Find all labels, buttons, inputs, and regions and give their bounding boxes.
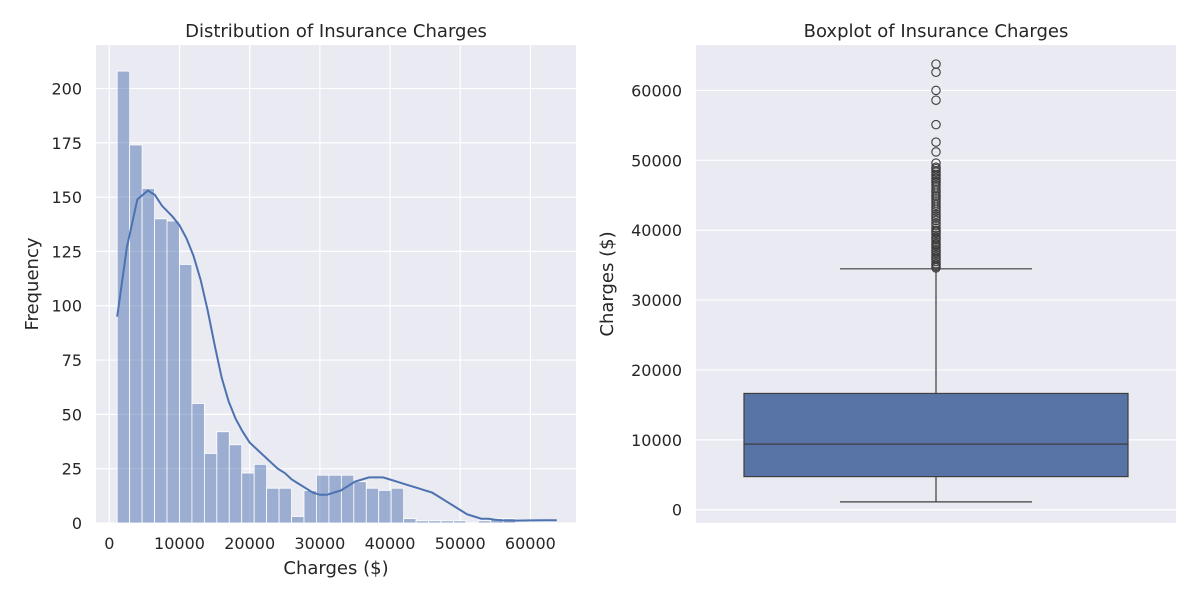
box-iqr <box>743 392 1129 478</box>
histogram-bars <box>116 70 517 524</box>
histogram-bar <box>477 520 492 524</box>
y-tick-label: 0 <box>72 514 82 533</box>
x-tick-label: 50000 <box>435 534 486 553</box>
x-tick-label: 10000 <box>154 534 205 553</box>
x-tick-label: 0 <box>104 534 114 553</box>
histogram-panel: 0 10000 20000 30000 40000 50000 60000 0 25 50 75 1… <box>22 21 576 579</box>
histogram-bar <box>303 490 317 524</box>
y-tick-label: 60000 <box>631 81 682 100</box>
y-tick-label: 75 <box>62 351 82 370</box>
y-tick-label: 50 <box>62 405 82 424</box>
histogram-bar <box>179 264 193 524</box>
x-tick-label: 30000 <box>294 534 345 553</box>
outlier-point <box>931 209 941 219</box>
histogram-bar <box>353 481 367 524</box>
y-tick-label: 30000 <box>631 291 682 310</box>
histogram-bar <box>191 403 205 524</box>
histogram-bar <box>453 520 467 524</box>
histogram-x-axis-label: Charges ($) <box>283 558 388 579</box>
outlier-point <box>931 137 941 147</box>
outlier-point <box>931 158 941 168</box>
y-tick-label: 100 <box>51 297 82 316</box>
histogram-bar <box>278 487 292 524</box>
outlier-point <box>931 95 941 105</box>
outlier-point <box>931 119 941 130</box>
histogram-bar <box>253 463 268 524</box>
y-tick-label: 25 <box>62 460 82 479</box>
histogram-bar <box>203 453 218 524</box>
y-tick-label: 125 <box>51 242 82 261</box>
y-tick-label: 0 <box>672 501 682 520</box>
x-tick-label: 60000 <box>505 534 556 553</box>
outlier-point <box>931 59 941 69</box>
histogram-bar <box>141 187 155 524</box>
histogram-bar <box>378 490 392 524</box>
boxplot-panel: 0 10000 20000 30000 40000 50000 60000 Boxplot … <box>597 21 1176 523</box>
histogram-bar <box>440 520 454 524</box>
histogram-bar <box>365 487 380 524</box>
histogram-bar <box>316 474 330 524</box>
y-tick-label: 40000 <box>631 221 682 240</box>
boxplot-title: Boxplot of Insurance Charges <box>804 21 1069 42</box>
boxplot-y-axis-label: Charges ($) <box>597 231 618 336</box>
histogram-bar <box>266 487 280 524</box>
y-tick-label: 150 <box>51 188 82 207</box>
histogram-bar <box>428 520 442 524</box>
y-tick-label: 10000 <box>631 431 682 450</box>
boxplot-marks <box>743 59 1129 503</box>
histogram-bar <box>390 487 405 524</box>
kde-line <box>116 189 557 522</box>
histogram-title: Distribution of Insurance Charges <box>185 21 487 42</box>
histogram-bar <box>228 444 243 524</box>
histogram-x-ticks: 0 10000 20000 30000 40000 50000 60000 <box>104 534 556 553</box>
histogram-bar <box>328 474 342 524</box>
outlier-point <box>931 162 941 173</box>
x-tick-label: 40000 <box>365 534 416 553</box>
histogram-bar <box>291 516 305 524</box>
outlier-point <box>931 223 941 233</box>
y-tick-label: 50000 <box>631 151 682 170</box>
outlier-point <box>931 85 941 96</box>
y-tick-label: 200 <box>51 79 82 98</box>
outlier-point <box>931 147 941 157</box>
histogram-y-axis-label: Frequency <box>22 237 43 330</box>
y-tick-label: 175 <box>51 134 82 153</box>
boxplot-y-ticks: 0 10000 20000 30000 40000 50000 60000 <box>631 81 682 519</box>
histogram-bar <box>166 220 180 524</box>
histogram-bar <box>216 431 230 524</box>
histogram-bar <box>241 472 255 524</box>
x-tick-label: 20000 <box>224 534 275 553</box>
histogram-bar <box>340 474 355 524</box>
histogram-bar <box>415 520 429 524</box>
histogram-bar <box>154 218 168 524</box>
histogram-y-ticks: 0 25 50 75 100 125 150 175 200 <box>51 79 82 533</box>
histogram-bar <box>403 518 417 524</box>
outlier-point <box>931 218 941 228</box>
y-tick-label: 20000 <box>631 361 682 380</box>
